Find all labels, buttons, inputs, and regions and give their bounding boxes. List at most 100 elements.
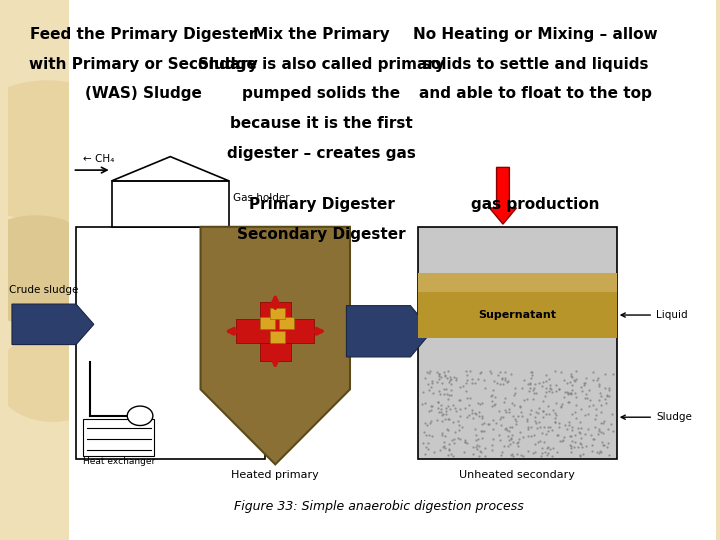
Point: [526, 423, 537, 431]
Point: [484, 420, 495, 429]
Point: [498, 412, 509, 421]
Point: [418, 388, 429, 396]
Point: [475, 448, 487, 456]
Point: [595, 447, 606, 455]
Point: [538, 407, 549, 415]
Point: [451, 434, 463, 443]
Text: Mix the Primary: Mix the Primary: [253, 27, 390, 42]
Point: [532, 438, 544, 447]
Point: [470, 410, 482, 418]
Point: [550, 387, 562, 395]
Point: [442, 395, 454, 403]
Point: [485, 392, 496, 401]
Point: [417, 439, 428, 448]
Point: [467, 375, 478, 383]
Point: [579, 379, 590, 388]
Point: [467, 414, 479, 422]
Point: [544, 387, 555, 395]
Text: pumped solids the: pumped solids the: [243, 86, 400, 102]
Point: [565, 442, 577, 450]
Point: [494, 380, 505, 388]
Point: [533, 379, 544, 388]
Point: [600, 399, 612, 408]
Point: [537, 413, 549, 422]
Point: [442, 367, 454, 376]
Point: [577, 449, 589, 458]
Point: [565, 448, 577, 457]
Point: [500, 423, 512, 432]
Point: [564, 378, 576, 387]
Text: Heated primary: Heated primary: [231, 470, 319, 480]
Point: [534, 437, 545, 445]
Point: [449, 427, 461, 436]
Point: [526, 370, 538, 379]
Point: [512, 438, 523, 447]
Point: [571, 367, 582, 375]
Point: [592, 430, 603, 438]
Point: [600, 394, 611, 403]
Point: [527, 394, 539, 403]
Point: [460, 386, 472, 395]
Point: [505, 451, 517, 460]
Point: [442, 451, 454, 460]
Polygon shape: [260, 301, 291, 361]
Point: [595, 408, 607, 416]
Point: [564, 440, 576, 449]
FancyBboxPatch shape: [279, 316, 294, 328]
Point: [570, 414, 582, 422]
Point: [426, 377, 437, 386]
Point: [445, 449, 456, 458]
Point: [438, 385, 449, 394]
Point: [464, 394, 476, 402]
Point: [479, 384, 490, 393]
Point: [549, 414, 561, 422]
Point: [541, 430, 552, 438]
Point: [565, 390, 577, 399]
Point: [573, 428, 585, 437]
FancyBboxPatch shape: [418, 227, 617, 459]
Point: [488, 377, 500, 386]
Point: [562, 425, 573, 434]
Point: [503, 436, 515, 445]
Point: [420, 443, 431, 451]
Point: [587, 441, 598, 449]
Circle shape: [0, 81, 140, 221]
Point: [525, 432, 536, 441]
Point: [425, 382, 436, 391]
Point: [436, 408, 447, 416]
Point: [509, 415, 521, 423]
Point: [433, 370, 445, 379]
Point: [516, 383, 528, 392]
Point: [590, 411, 601, 420]
Point: [595, 401, 607, 409]
Point: [537, 396, 549, 405]
Circle shape: [127, 406, 153, 426]
Point: [580, 389, 591, 398]
Point: [579, 429, 590, 438]
Point: [510, 420, 521, 428]
Point: [450, 407, 462, 415]
Point: [549, 409, 561, 417]
Point: [572, 443, 583, 451]
Point: [503, 404, 515, 413]
Point: [546, 426, 558, 434]
Point: [598, 417, 610, 426]
Point: [537, 407, 549, 415]
Point: [575, 404, 587, 413]
Point: [426, 402, 437, 410]
Point: [485, 367, 496, 376]
Point: [542, 423, 554, 431]
Point: [419, 418, 431, 427]
Point: [487, 446, 498, 455]
Point: [459, 448, 470, 456]
Point: [567, 380, 578, 389]
Point: [588, 375, 599, 384]
Point: [436, 404, 447, 413]
Point: [424, 418, 436, 427]
Point: [487, 397, 498, 406]
Point: [587, 435, 598, 443]
Point: [567, 373, 578, 382]
Point: [493, 430, 505, 439]
Point: [459, 438, 470, 447]
Point: [500, 407, 512, 416]
